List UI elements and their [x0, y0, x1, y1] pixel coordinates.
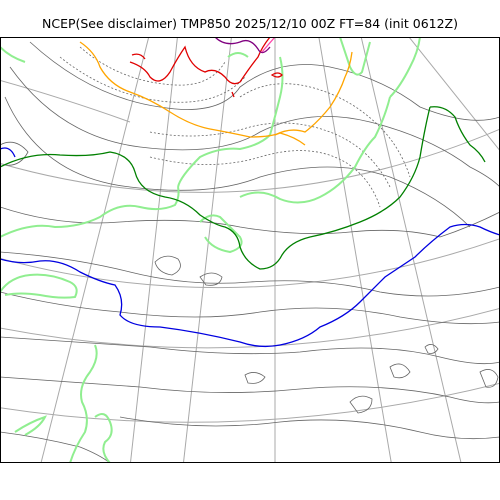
height-contour: [119, 416, 500, 440]
meridian-line: [40, 37, 150, 463]
map-border: [0, 37, 500, 463]
height-contour: [0, 141, 29, 166]
isotherm-orange: [274, 51, 353, 136]
height-contour: [29, 41, 500, 121]
height-contour: [0, 251, 500, 297]
coastline: [339, 37, 371, 76]
parallel-line: [0, 307, 500, 349]
coastline: [389, 37, 421, 98]
coastline: [199, 214, 243, 254]
isotherm-pink: [261, 37, 276, 53]
coastline: [0, 186, 180, 238]
height-contour: [0, 376, 500, 404]
height-contour: [199, 272, 223, 286]
isotherm-blue: [0, 223, 500, 348]
isotherm-red: [129, 37, 271, 85]
isotherms: [0, 37, 500, 348]
isotherm-red: [231, 91, 235, 98]
map-title: NCEP(See disclaimer) TMP850 2025/12/10 0…: [41, 16, 458, 31]
height-contour: [9, 66, 500, 188]
height-contour: [479, 369, 499, 388]
height-contours: [0, 41, 500, 463]
meridian-line: [129, 37, 178, 463]
height-contour: [149, 150, 381, 208]
height-contour: [424, 344, 439, 354]
isotherm-green: [0, 106, 431, 270]
isotherm-blue: [0, 147, 16, 158]
height-contour: [0, 336, 500, 365]
height-contour: [0, 431, 111, 463]
parallel-line: [0, 79, 131, 123]
meridian-line: [318, 37, 392, 463]
height-contour: [349, 395, 373, 414]
coastline: [94, 412, 113, 463]
coastline: [239, 96, 391, 204]
meridian-line: [182, 37, 232, 463]
height-contour: [149, 122, 391, 188]
height-contour: [59, 56, 246, 103]
parallel-line: [0, 128, 500, 193]
height-contour: [154, 255, 181, 276]
coastline: [227, 52, 249, 58]
coastline: [0, 46, 26, 63]
weather-map: [0, 37, 500, 463]
height-contour: [4, 96, 471, 228]
isotherm-green: [429, 106, 486, 163]
height-contour: [239, 83, 411, 178]
meridian-line: [408, 37, 500, 152]
coastline: [177, 56, 284, 188]
isotherm-red: [270, 72, 283, 78]
parallel-line: [0, 382, 500, 423]
height-contour: [0, 206, 441, 238]
height-contour: [244, 372, 266, 384]
height-contour: [389, 363, 411, 379]
height-contour: [439, 211, 500, 238]
parallel-line: [0, 238, 500, 289]
isotherm-purple: [214, 37, 271, 54]
isotherm-red: [131, 53, 146, 60]
coastline: [14, 415, 47, 436]
graticule: [0, 37, 500, 463]
coastlines: [0, 37, 421, 463]
coastline: [0, 273, 78, 299]
coastline: [69, 344, 98, 463]
height-contour: [0, 291, 500, 325]
meridian-line: [360, 37, 462, 463]
